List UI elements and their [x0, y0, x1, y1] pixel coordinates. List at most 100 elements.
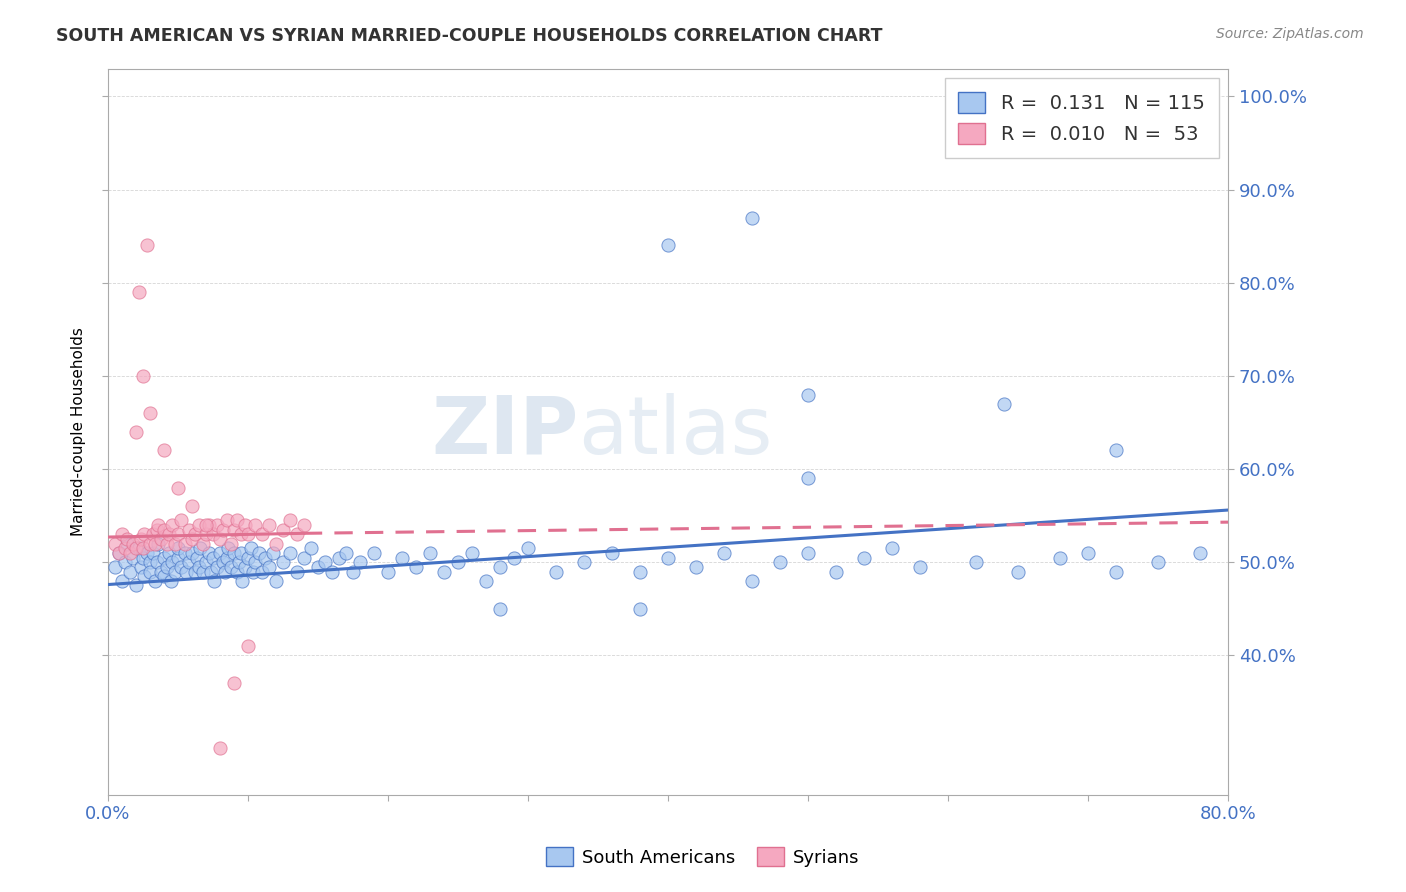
Point — [278, 546, 301, 560]
Point — [1077, 546, 1099, 560]
Point — [236, 527, 259, 541]
Point — [572, 555, 595, 569]
Point — [908, 559, 931, 574]
Legend: South Americans, Syrians: South Americans, Syrians — [538, 840, 868, 874]
Point — [186, 550, 208, 565]
Point — [120, 546, 142, 560]
Text: Source: ZipAtlas.com: Source: ZipAtlas.com — [1216, 27, 1364, 41]
Point — [211, 523, 233, 537]
Point — [1105, 443, 1128, 458]
Point — [202, 574, 225, 588]
Point — [211, 555, 233, 569]
Point — [174, 565, 197, 579]
Point — [117, 532, 139, 546]
Point — [201, 550, 224, 565]
Point — [250, 565, 273, 579]
Point — [139, 536, 162, 550]
Point — [292, 517, 315, 532]
Point — [335, 546, 357, 560]
Point — [180, 532, 202, 546]
Point — [160, 555, 183, 569]
Point — [628, 601, 651, 615]
Point — [1147, 555, 1170, 569]
Point — [136, 238, 159, 252]
Point — [157, 546, 180, 560]
Point — [208, 741, 231, 756]
Point — [188, 541, 211, 556]
Point — [200, 565, 222, 579]
Point — [201, 527, 224, 541]
Point — [194, 555, 217, 569]
Point — [271, 523, 294, 537]
Point — [853, 550, 876, 565]
Point — [132, 368, 155, 383]
Point — [163, 565, 186, 579]
Point — [233, 559, 256, 574]
Point — [205, 517, 228, 532]
Point — [250, 527, 273, 541]
Point — [205, 559, 228, 574]
Point — [208, 546, 231, 560]
Point — [131, 559, 153, 574]
Point — [148, 536, 170, 550]
Point — [243, 517, 266, 532]
Point — [145, 536, 167, 550]
Point — [157, 527, 180, 541]
Legend: R =  0.131   N = 115, R =  0.010   N =  53: R = 0.131 N = 115, R = 0.010 N = 53 — [945, 78, 1219, 158]
Point — [1007, 565, 1029, 579]
Point — [155, 559, 177, 574]
Point — [125, 425, 148, 439]
Point — [114, 555, 136, 569]
Point — [247, 546, 270, 560]
Point — [516, 541, 538, 556]
Point — [233, 517, 256, 532]
Point — [187, 559, 209, 574]
Point — [433, 565, 456, 579]
Point — [215, 513, 238, 527]
Point — [166, 550, 188, 565]
Point — [271, 555, 294, 569]
Point — [222, 523, 245, 537]
Point — [166, 527, 188, 541]
Point — [128, 285, 150, 299]
Point — [328, 550, 350, 565]
Point — [713, 546, 735, 560]
Point — [152, 550, 174, 565]
Point — [142, 527, 165, 541]
Point — [741, 574, 763, 588]
Point — [152, 523, 174, 537]
Point — [191, 565, 214, 579]
Point — [321, 565, 343, 579]
Point — [600, 546, 623, 560]
Point — [292, 550, 315, 565]
Point — [264, 574, 287, 588]
Point — [253, 550, 276, 565]
Point — [307, 559, 329, 574]
Point — [475, 574, 498, 588]
Point — [222, 676, 245, 690]
Point — [180, 500, 202, 514]
Point — [152, 443, 174, 458]
Point — [628, 565, 651, 579]
Point — [278, 513, 301, 527]
Point — [489, 559, 512, 574]
Point — [741, 211, 763, 225]
Point — [349, 555, 371, 569]
Point — [139, 555, 162, 569]
Point — [1049, 550, 1071, 565]
Point — [217, 541, 239, 556]
Point — [131, 532, 153, 546]
Point — [114, 541, 136, 556]
Point — [148, 517, 170, 532]
Point — [108, 546, 131, 560]
Point — [229, 546, 252, 560]
Point — [262, 546, 284, 560]
Point — [419, 546, 441, 560]
Point — [880, 541, 903, 556]
Point — [111, 574, 134, 588]
Point — [229, 527, 252, 541]
Point — [155, 536, 177, 550]
Point — [104, 559, 127, 574]
Point — [236, 550, 259, 565]
Point — [215, 550, 238, 565]
